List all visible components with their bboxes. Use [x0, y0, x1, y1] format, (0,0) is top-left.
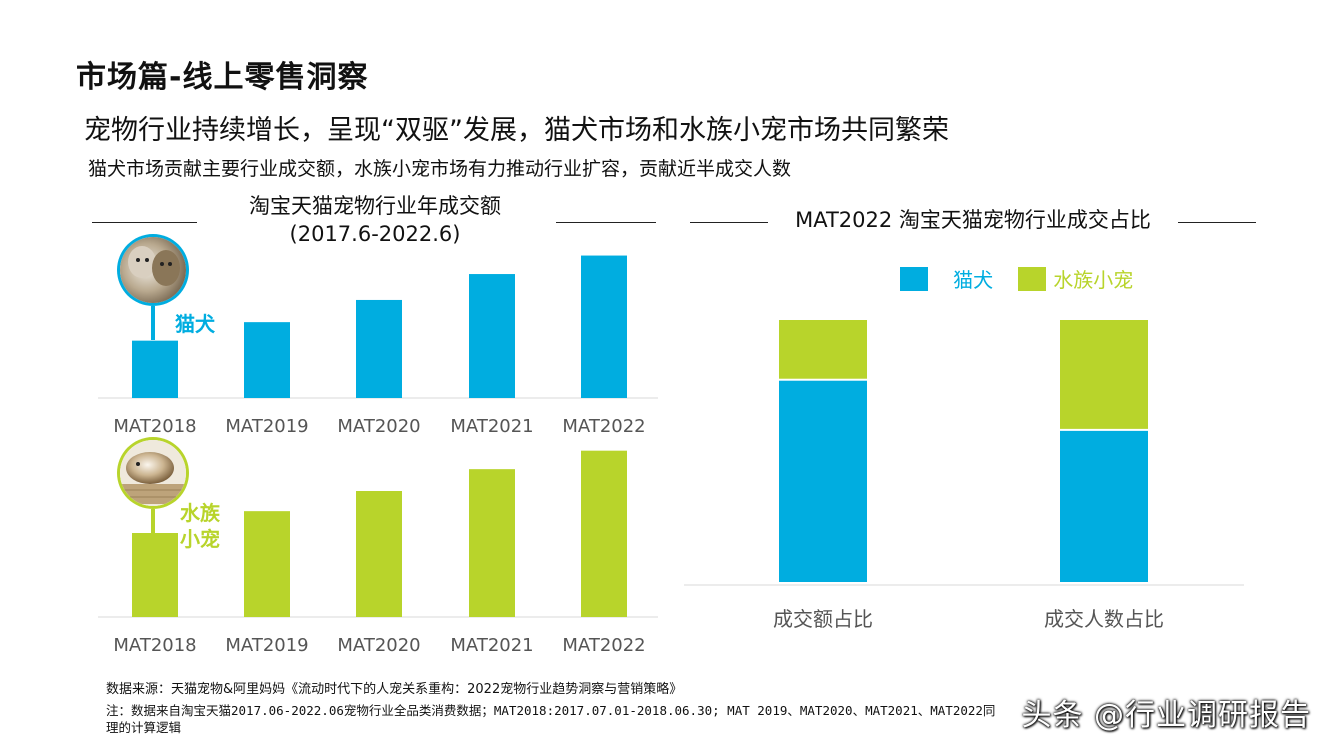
share-category-label: 成交人数占比: [1044, 607, 1164, 631]
cat-dog-bar-chart: MAT2018 MAT2019 MAT2020 MAT2021 MAT2022: [98, 255, 658, 437]
share-bar-cat-dog: [779, 380, 867, 582]
aquatic-tick-label: MAT2022: [562, 635, 645, 656]
aquatic-tick-label: MAT2021: [450, 635, 533, 656]
cat-dog-tick-label: MAT2019: [225, 416, 308, 437]
aquatic-tick-label: MAT2019: [225, 635, 308, 656]
legend: 猫犬 水族小宠: [900, 264, 1133, 293]
share-bar-aquatic: [1060, 320, 1148, 429]
aquatic-tick-label: MAT2020: [337, 635, 420, 656]
cat-dog-bar: [356, 299, 402, 398]
legend-swatch-cat-dog: [900, 266, 928, 291]
aquatic-bar: [356, 491, 402, 617]
legend-label-cat-dog: 猫犬: [953, 268, 994, 292]
headline: 宠物行业持续增长，呈现“双驱”发展，猫犬市场和水族小宠市场共同繁荣: [84, 115, 949, 146]
legend-label-aquatic: 水族小宠: [1053, 268, 1134, 292]
watermark: 头条 @行业调研报告: [1021, 698, 1311, 733]
cat-dog-photo-icon: [117, 234, 189, 340]
aquatic-tick-label: MAT2018: [113, 635, 196, 656]
cat-dog-tick-label: MAT2021: [450, 416, 533, 437]
cat-dog-bar: [581, 255, 627, 398]
aquatic-bar: [581, 450, 627, 617]
data-source: 数据来源：天猫宠物&阿里妈妈《流动时代下的人宠关系重构：2022宠物行业趋势洞察…: [106, 682, 683, 697]
legend-swatch-aquatic: [1018, 266, 1047, 291]
right-chart-title: MAT2022 淘宝天猫宠物行业成交占比: [795, 208, 1151, 232]
title-divider-left: [92, 222, 197, 223]
aquatic-label-line1: 水族: [180, 501, 221, 525]
guinea-pig-photo-icon: [117, 437, 189, 534]
subheadline: 猫犬市场贡献主要行业成交额，水族小宠市场有力推动行业扩容，贡献近半成交人数: [88, 158, 792, 180]
cat-dog-tick-label: MAT2020: [337, 416, 420, 437]
share-bar-aquatic: [779, 320, 867, 379]
right-title-divider-left: [690, 222, 768, 223]
cat-dog-tick-label: MAT2022: [562, 416, 645, 437]
right-title-divider-right: [1178, 222, 1256, 223]
left-chart-title-line1: 淘宝天猫宠物行业年成交额: [249, 194, 501, 218]
title-divider-right: [556, 222, 656, 223]
cat-dog-bar: [244, 322, 290, 398]
left-chart-title: 淘宝天猫宠物行业年成交额 (2017.6-2022.6): [200, 192, 550, 248]
cat-dog-label: 猫犬: [175, 312, 216, 336]
data-note: 注：数据来自淘宝天猫2017.06-2022.06宠物行业全品类消费数据；MAT…: [106, 703, 996, 735]
aquatic-bar: [132, 533, 178, 617]
share-bar-cat-dog: [1060, 430, 1148, 582]
share-category-label: 成交额占比: [773, 607, 873, 631]
share-stacked-bar-chart: 成交额占比 成交人数占比: [684, 320, 1244, 631]
left-chart-title-line2: (2017.6-2022.6): [289, 222, 461, 246]
aquatic-label-line2: 小宠: [180, 527, 220, 551]
aquatic-bar-chart: MAT2018 MAT2019 MAT2020 MAT2021 MAT2022: [98, 450, 658, 656]
cat-dog-bar: [132, 340, 178, 398]
cat-dog-tick-label: MAT2018: [113, 416, 196, 437]
aquatic-bar: [469, 469, 515, 617]
cat-dog-bar: [469, 274, 515, 398]
aquatic-bar: [244, 511, 290, 617]
page-title: 市场篇-线上零售洞察: [76, 60, 369, 95]
